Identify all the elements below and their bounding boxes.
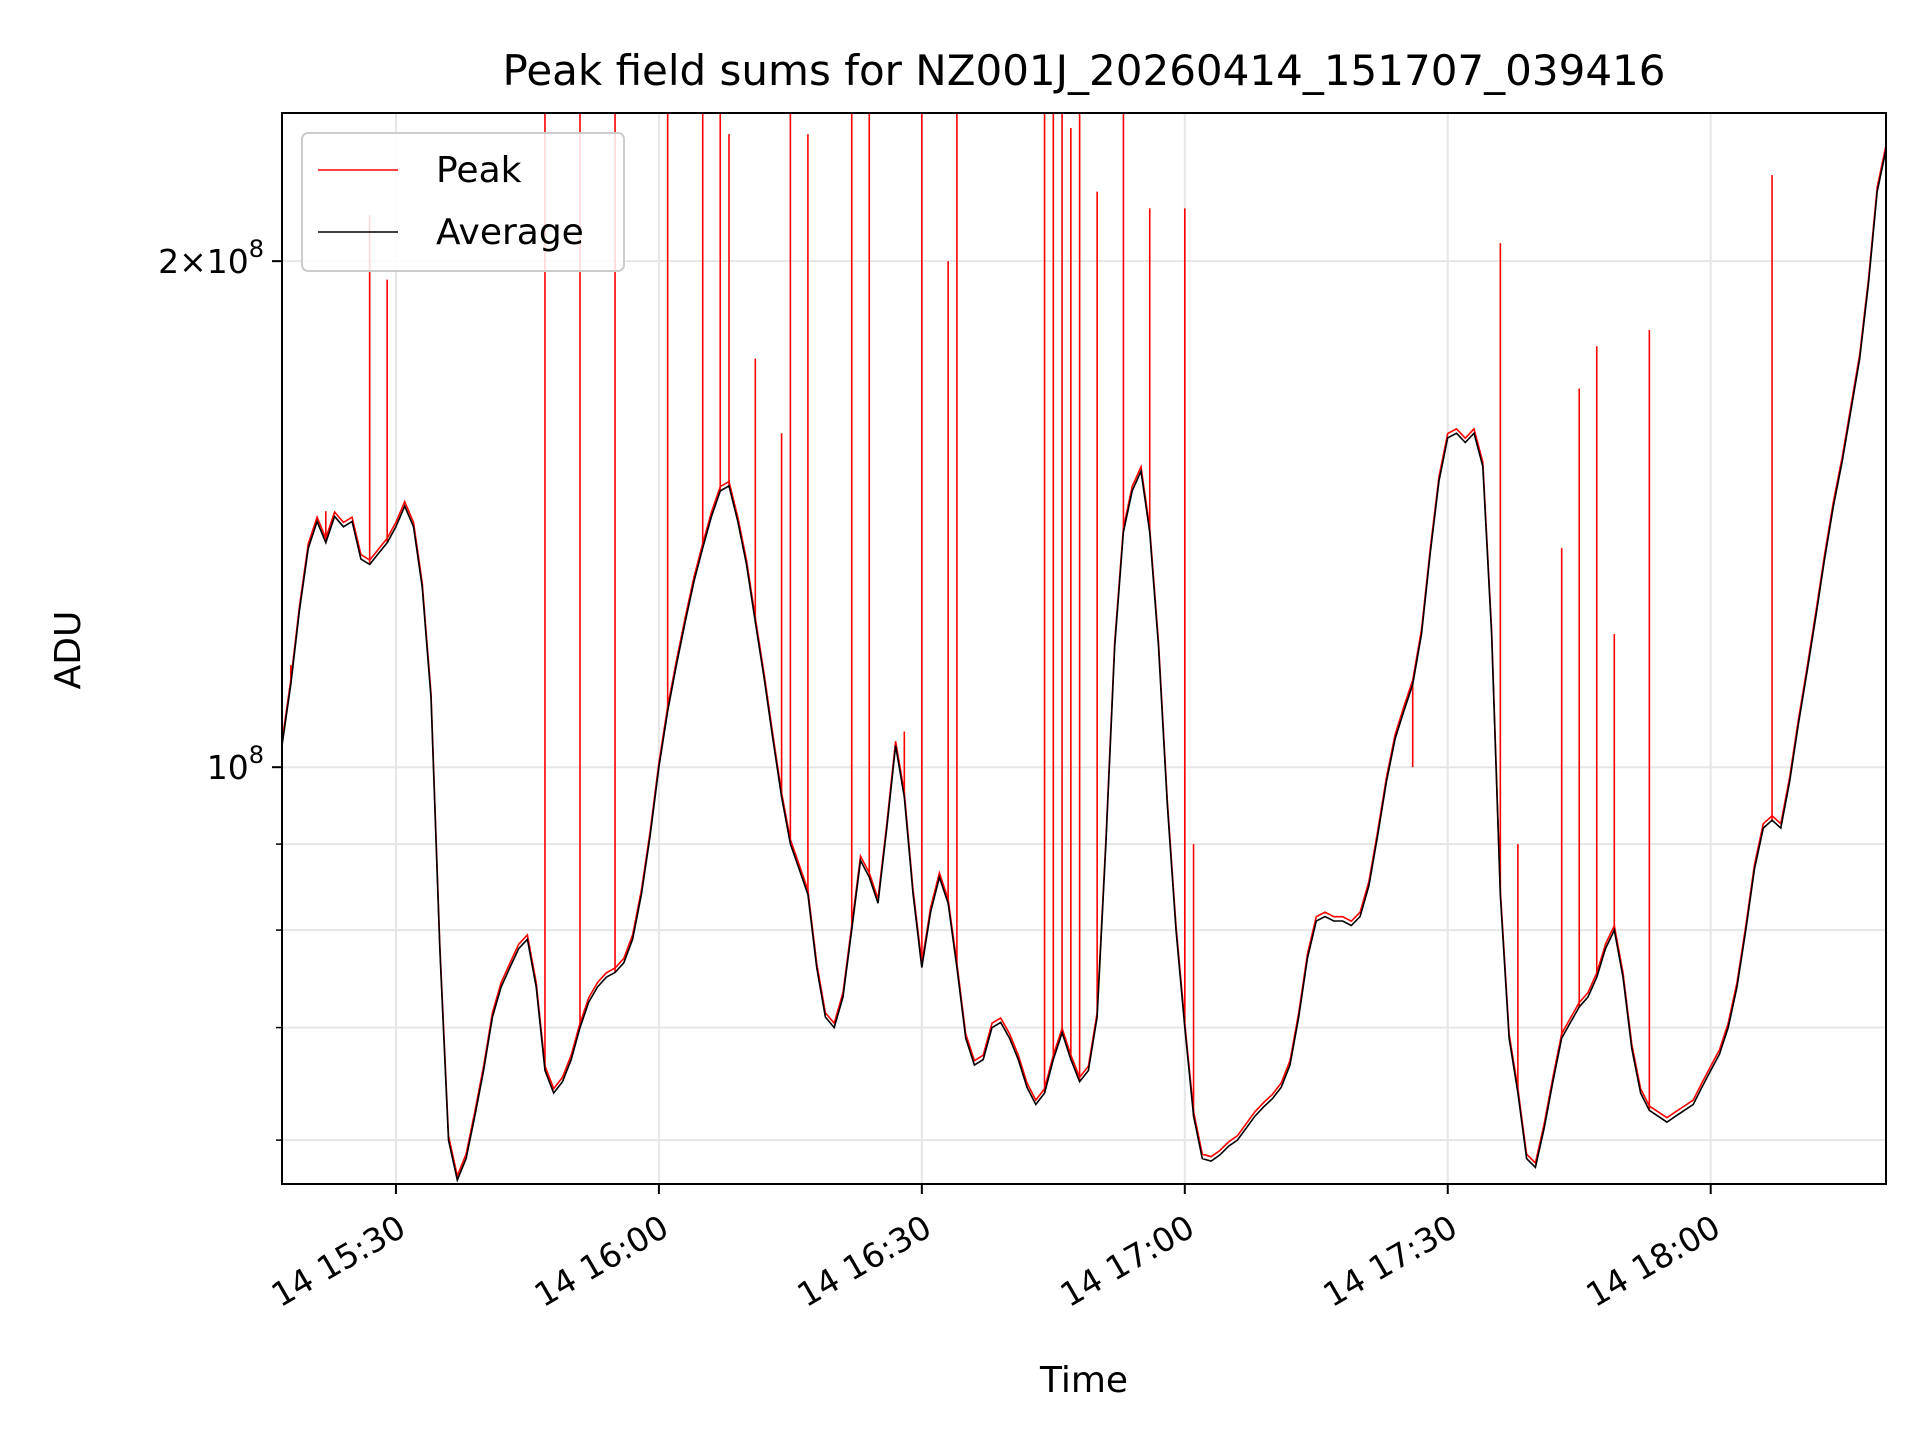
y-axis-label: ADU <box>48 611 89 690</box>
series-layer <box>281 113 1887 1183</box>
legend-box <box>301 132 625 272</box>
axes-frame <box>281 112 1887 1185</box>
average-series-line <box>281 113 1887 1183</box>
legend: Peak Average <box>301 132 625 272</box>
legend-average-label: Average <box>436 212 584 253</box>
chart-title: Peak field sums for NZ001J_20260414_1517… <box>503 46 1666 95</box>
legend-peak-label: Peak <box>436 150 522 191</box>
y-tick-label: 108 <box>207 741 264 787</box>
y-tick-label: 2×108 <box>158 235 264 281</box>
x-axis-label: Time <box>1039 1360 1128 1401</box>
